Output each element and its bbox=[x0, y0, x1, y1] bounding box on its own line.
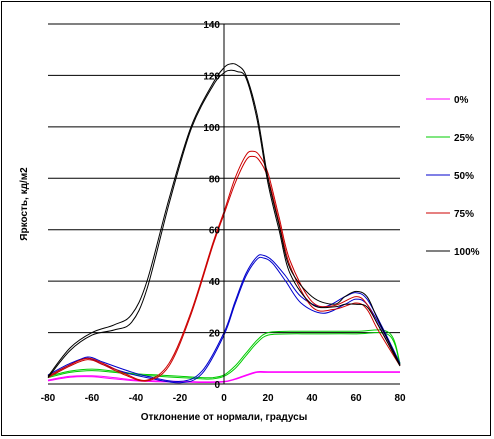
y-tick-label: 120 bbox=[203, 71, 220, 82]
x-tick-label: -60 bbox=[85, 393, 100, 404]
y-tick-label: 140 bbox=[203, 20, 220, 31]
series-line-0pct bbox=[47, 371, 400, 384]
x-tick-label: 0 bbox=[221, 393, 227, 404]
series-line-75pct bbox=[47, 150, 401, 381]
y-tick-label: 40 bbox=[209, 277, 221, 288]
x-tick-label: 60 bbox=[350, 393, 362, 404]
legend-label: 75% bbox=[454, 209, 474, 220]
x-tick-label: -20 bbox=[173, 393, 188, 404]
x-tick-labels: -80 -60 -40 -20 0 20 40 60 80 bbox=[41, 393, 406, 404]
legend-label: 50% bbox=[454, 171, 474, 182]
x-tick-label: -40 bbox=[129, 393, 144, 404]
x-tick-label: 80 bbox=[394, 393, 406, 404]
series-line-100pct bbox=[47, 69, 401, 378]
y-tick-label: 0 bbox=[214, 380, 220, 391]
legend-label: 100% bbox=[454, 247, 480, 258]
series-line-0pct bbox=[47, 370, 400, 383]
legend-label: 25% bbox=[454, 133, 474, 144]
x-tick-label: -80 bbox=[41, 393, 56, 404]
y-tick-label: 100 bbox=[203, 123, 220, 134]
y-tick-label: 80 bbox=[209, 174, 221, 185]
x-tick-label: 40 bbox=[306, 393, 318, 404]
x-axis-title: Отклонение от нормали, градусы bbox=[141, 412, 308, 423]
legend-label: 0% bbox=[454, 95, 469, 106]
y-tick-label: 60 bbox=[209, 226, 221, 237]
y-axis-title: Яркость, кд/м2 bbox=[19, 167, 30, 241]
series-curves bbox=[47, 63, 401, 384]
x-tick-label: 20 bbox=[262, 393, 274, 404]
series-line-75pct bbox=[47, 155, 401, 382]
y-tick-label: 20 bbox=[209, 329, 221, 340]
series-line-100pct bbox=[47, 63, 401, 377]
legend: 0% 25% 50% 75% 100% bbox=[426, 95, 480, 258]
y-tick-labels: 0 20 40 60 80 100 120 140 bbox=[203, 20, 220, 391]
series-line-50pct bbox=[47, 254, 401, 383]
